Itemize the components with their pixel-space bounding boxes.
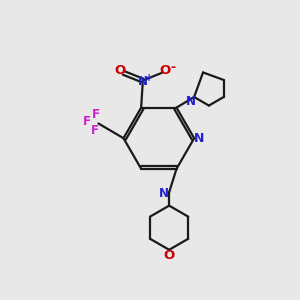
Text: N: N — [138, 75, 148, 88]
Text: O: O — [160, 64, 171, 77]
Text: F: F — [92, 108, 100, 121]
Text: +: + — [145, 73, 153, 82]
Text: F: F — [91, 124, 99, 137]
Text: N: N — [159, 187, 169, 200]
Text: N: N — [194, 132, 205, 145]
Text: O: O — [114, 64, 126, 77]
Text: O: O — [164, 249, 175, 262]
Text: N: N — [186, 95, 196, 108]
Text: F: F — [83, 115, 91, 128]
Text: -: - — [170, 61, 175, 74]
